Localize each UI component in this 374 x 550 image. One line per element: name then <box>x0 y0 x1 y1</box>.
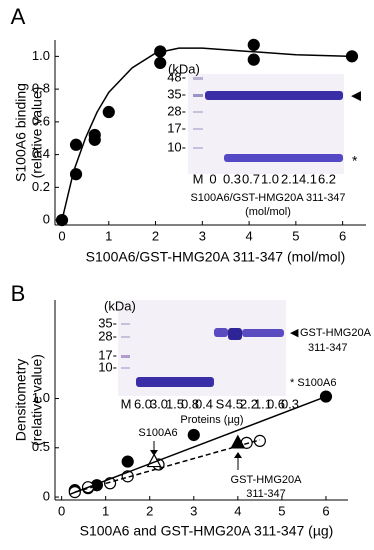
panel-label: A <box>11 4 26 29</box>
y-tick-label: 1.0 <box>32 48 50 63</box>
y-axis-label: (relative value) <box>29 354 45 446</box>
gel-kda: (kDa) <box>104 298 136 313</box>
data-point <box>88 128 101 142</box>
lane-label: S <box>216 396 225 411</box>
lane-label: 2.1 <box>281 171 299 186</box>
lane-label: 1.5 <box>166 396 184 411</box>
gel-marker: 35- <box>98 315 117 330</box>
lane-label: M <box>193 171 204 186</box>
annotation: S100A6 <box>138 427 177 439</box>
panel-label: B <box>11 281 26 306</box>
inset-caption: S100A6/GST-HMG20A 311-347 <box>190 192 345 204</box>
lane-label: 1.0 <box>261 171 279 186</box>
gel-marker: 48- <box>167 69 186 84</box>
lane-label: 6.0 <box>134 396 152 411</box>
x-tick-label: 2 <box>146 503 153 518</box>
gel-image-b <box>118 300 286 396</box>
y-tick-label: 0.8 <box>32 81 50 96</box>
data-point <box>247 38 260 52</box>
gel-arrow: ◀ <box>351 87 361 102</box>
gel-marker: 17- <box>167 120 186 135</box>
x-tick-label: 4 <box>234 503 241 518</box>
lane-label: 0.3 <box>281 396 299 411</box>
annotation: 311-347 <box>246 488 286 500</box>
lane-label: 4.1 <box>299 171 317 186</box>
gel-marker: 28- <box>98 328 117 343</box>
x-tick-label: 2 <box>152 228 159 243</box>
lane-label: 3.0 <box>150 396 168 411</box>
gel-marker: 17- <box>98 347 117 362</box>
annotation: Proteins (µg) <box>180 414 243 426</box>
y-tick-label: 0.5 <box>32 439 50 454</box>
x-tick-label: 3 <box>190 503 197 518</box>
x-tick-label: 5 <box>278 503 285 518</box>
x-tick-label: 1 <box>105 228 112 243</box>
x-tick-label: 3 <box>199 228 206 243</box>
data-point <box>247 53 260 66</box>
data-point <box>102 105 115 119</box>
x-axis-label: S100A6 and GST-HMG20A 311-347 (µg) <box>80 523 334 539</box>
lane-label: 2.2 <box>240 396 258 411</box>
x-tick-label: 6 <box>339 228 346 243</box>
lane-label: 0.3 <box>223 171 241 186</box>
data-point <box>154 56 167 70</box>
gel-marker: 10- <box>167 139 186 154</box>
y-tick-label: 0.4 <box>32 146 50 161</box>
x-axis-label: S100A6/GST-HMG20A 311-347 (mol/mol) <box>86 249 346 265</box>
lane-label: M <box>121 396 132 411</box>
lane-label: 0.8 <box>181 396 199 411</box>
lane-label: 0 <box>209 171 216 186</box>
y-axis-label: S100A6 binding <box>13 83 29 182</box>
y-axis-label: (relative value) <box>29 87 45 179</box>
gel-kda: (kDa) <box>168 61 200 76</box>
y-tick-label: 1.0 <box>32 390 50 405</box>
fit-line <box>61 47 352 221</box>
x-tick-label: 5 <box>292 228 299 243</box>
inset-caption: (mol/mol) <box>245 206 291 218</box>
gel-star: * <box>352 153 358 169</box>
fit-line <box>74 439 261 493</box>
y-axis-label: Densitometry <box>13 359 29 441</box>
y-tick-label: 0.2 <box>32 179 50 194</box>
gel-label: * S100A6 <box>290 377 336 389</box>
gel-marker: 35- <box>167 86 186 101</box>
x-tick-label: 4 <box>245 228 252 243</box>
y-tick-label: 0 <box>43 212 50 227</box>
gel-marker: 10- <box>98 359 117 374</box>
annotation-arrowhead <box>234 452 242 458</box>
lane-label: 0.4 <box>195 396 213 411</box>
lane-label: 4.5 <box>225 396 243 411</box>
gel-marker: 28- <box>167 103 186 118</box>
x-tick-label: 1 <box>102 503 109 518</box>
lane-label: 0.6 <box>267 396 285 411</box>
x-tick-label: 0 <box>58 228 65 243</box>
annotation-arrowhead <box>150 450 158 456</box>
gel-image-a <box>188 74 344 174</box>
x-tick-label: 0 <box>58 503 65 518</box>
data-point <box>69 138 83 151</box>
data-point <box>187 428 200 442</box>
fit-line <box>70 395 327 495</box>
gel-label: GST-HMG20A <box>300 327 372 339</box>
gel-label: 311-347 <box>308 342 348 354</box>
x-tick-label: 6 <box>322 503 329 518</box>
y-tick-label: 0.6 <box>32 113 50 128</box>
y-tick-label: 0 <box>43 488 50 503</box>
gel-arrow: ◀ <box>290 327 299 339</box>
lane-label: 1.1 <box>254 396 272 411</box>
lane-label: 6.2 <box>318 171 336 186</box>
annotation: GST-HMG20A <box>231 474 303 486</box>
lane-label: 0.7 <box>242 171 260 186</box>
data-point <box>121 455 134 468</box>
